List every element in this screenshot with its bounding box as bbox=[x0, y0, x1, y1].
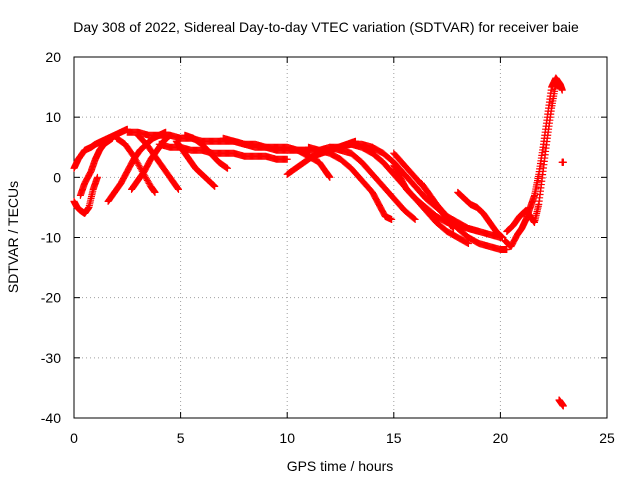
data-point bbox=[559, 158, 567, 166]
data-point bbox=[222, 163, 230, 171]
data-point bbox=[93, 173, 101, 181]
series-arc-15 bbox=[305, 143, 396, 223]
x-tick-label: 5 bbox=[177, 430, 185, 446]
data-points bbox=[70, 74, 567, 410]
data-point bbox=[143, 176, 151, 184]
x-tick-label: 20 bbox=[493, 430, 509, 446]
data-point bbox=[131, 154, 139, 162]
data-point bbox=[137, 164, 145, 172]
series-arc-24 bbox=[503, 80, 564, 235]
data-point bbox=[174, 184, 182, 192]
data-point bbox=[503, 246, 511, 254]
x-axis-label: GPS time / hours bbox=[287, 458, 394, 474]
data-point bbox=[559, 402, 567, 410]
x-tick-label: 15 bbox=[386, 430, 402, 446]
data-point bbox=[411, 215, 419, 223]
data-point bbox=[224, 164, 232, 172]
series-arc-16 bbox=[326, 143, 419, 223]
data-point bbox=[130, 152, 138, 160]
series-arc-19 bbox=[390, 161, 504, 241]
series-arc-05 bbox=[113, 134, 159, 196]
series-arc-02 bbox=[70, 173, 101, 217]
x-tick-label: 10 bbox=[279, 430, 295, 446]
data-point bbox=[410, 215, 418, 223]
series-arc-13 bbox=[283, 137, 359, 178]
y-tick-label: 20 bbox=[45, 49, 61, 65]
data-point bbox=[132, 157, 140, 165]
data-point bbox=[449, 224, 457, 232]
series-arc-26 bbox=[555, 396, 567, 410]
data-point bbox=[464, 240, 472, 248]
data-point bbox=[497, 232, 505, 240]
data-point bbox=[326, 173, 334, 181]
series-arc-25 bbox=[558, 158, 567, 166]
data-point bbox=[151, 188, 159, 196]
y-tick-label: 10 bbox=[45, 109, 61, 125]
series-arc-01 bbox=[70, 125, 131, 172]
y-tick-label: -20 bbox=[41, 290, 61, 306]
data-point bbox=[223, 164, 231, 172]
x-tick-label: 25 bbox=[599, 430, 615, 446]
series-arc-11 bbox=[181, 131, 232, 172]
y-tick-label: -30 bbox=[41, 350, 61, 366]
data-point bbox=[142, 175, 150, 183]
data-point bbox=[135, 161, 143, 169]
chart-title: Day 308 of 2022, Sidereal Day-to-day VTE… bbox=[73, 19, 579, 35]
data-point bbox=[388, 215, 396, 223]
data-point bbox=[209, 181, 217, 189]
data-point bbox=[211, 182, 219, 190]
series-arc-14 bbox=[294, 146, 334, 181]
y-tick-label: -10 bbox=[41, 230, 61, 246]
axis-ticks: 0 5 10 15 20 25 -40 -30 -20 -10 0 10 20 bbox=[41, 49, 615, 446]
series-arc-21 bbox=[418, 179, 457, 232]
series-arc-07 bbox=[134, 131, 182, 193]
data-point bbox=[463, 239, 471, 247]
series-arc-22 bbox=[454, 188, 507, 241]
data-point bbox=[133, 158, 141, 166]
data-point bbox=[136, 163, 144, 171]
data-point bbox=[498, 233, 506, 241]
y-tick-label: -40 bbox=[41, 410, 61, 426]
plot-frame bbox=[73, 56, 608, 419]
series-arc-10 bbox=[172, 137, 219, 190]
data-point bbox=[144, 178, 152, 186]
data-point bbox=[449, 224, 457, 232]
x-tick-label: 0 bbox=[70, 430, 78, 446]
data-point bbox=[145, 179, 153, 187]
series-arc-03 bbox=[76, 134, 116, 199]
y-axis-label: SDTVAR / TECUs bbox=[5, 181, 21, 293]
y-tick-label: 0 bbox=[53, 169, 61, 185]
data-point bbox=[174, 185, 182, 193]
data-point bbox=[556, 83, 564, 91]
grid-lines bbox=[74, 57, 607, 418]
data-point bbox=[283, 155, 291, 163]
data-point bbox=[134, 160, 142, 168]
data-point bbox=[210, 182, 218, 190]
data-point bbox=[131, 155, 139, 163]
